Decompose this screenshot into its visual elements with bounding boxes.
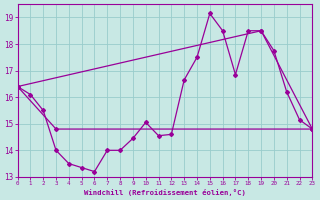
X-axis label: Windchill (Refroidissement éolien,°C): Windchill (Refroidissement éolien,°C) bbox=[84, 189, 246, 196]
